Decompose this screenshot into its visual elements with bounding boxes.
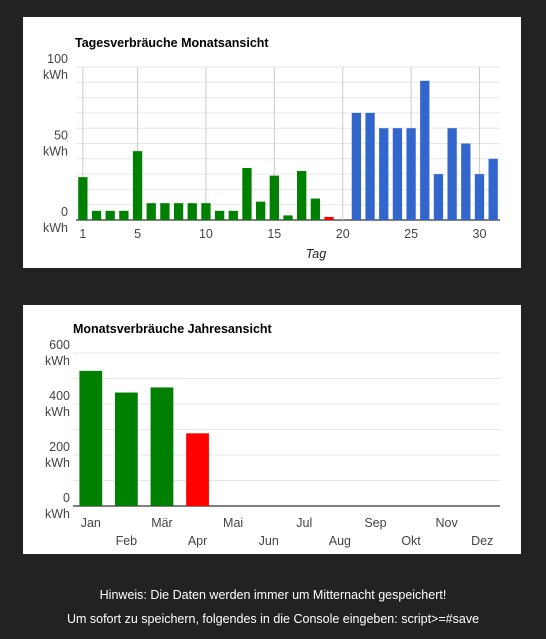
x-tick-label: 15 — [267, 227, 281, 241]
x-tick-label: 20 — [336, 227, 350, 241]
bar-day-8[interactable] — [173, 203, 184, 220]
y-tick-unit: kWh — [45, 405, 70, 419]
bar-month-mär[interactable] — [150, 387, 174, 506]
x-tick-label: Mai — [223, 516, 243, 530]
x-axis-title: Tag — [306, 247, 326, 261]
y-tick-unit: kWh — [43, 221, 68, 235]
bar-day-23[interactable] — [379, 128, 389, 220]
x-tick-label: 5 — [134, 227, 141, 241]
x-tick-label: 10 — [199, 227, 213, 241]
bar-day-29[interactable] — [461, 143, 471, 221]
x-tick-label: Okt — [401, 534, 421, 548]
bar-day-30[interactable] — [474, 174, 485, 220]
y-tick-label: 0 — [63, 491, 70, 505]
bar-day-10[interactable] — [201, 203, 211, 220]
bar-day-31[interactable] — [488, 158, 498, 220]
bar-day-4[interactable] — [119, 210, 129, 220]
x-tick-label: Sep — [364, 516, 386, 530]
bar-day-18[interactable] — [310, 198, 321, 220]
bar-month-jan[interactable] — [79, 370, 103, 506]
bar-day-6[interactable] — [146, 203, 156, 220]
daily-chart-panel: Tagesverbräuche Monatsansicht 100 kWh 50 kWh… — [23, 17, 521, 268]
monthly-chart-panel: Monatsverbräuche Jahresansicht 600 kWh 400 k… — [23, 305, 521, 554]
bar-month-apr[interactable] — [186, 433, 209, 506]
x-tick-label: Jul — [296, 516, 312, 530]
bar-day-3[interactable] — [105, 210, 115, 220]
daily-consumption-chart: Tagesverbräuche Monatsansicht100kWh50kWh… — [43, 36, 500, 261]
y-tick-unit: kWh — [43, 68, 68, 82]
y-tick-label: 400 — [49, 389, 70, 403]
y-tick-label: 50 — [54, 129, 68, 143]
x-tick-label: Jan — [81, 516, 101, 530]
y-tick-label: 200 — [49, 440, 70, 454]
x-tick-label: Jun — [259, 534, 279, 548]
bar-day-16[interactable] — [283, 215, 293, 220]
y-tick-unit: kWh — [45, 354, 70, 368]
bar-day-9[interactable] — [187, 203, 197, 220]
bar-day-14[interactable] — [255, 201, 266, 220]
y-tick-label: 600 — [49, 338, 70, 352]
x-tick-label: 1 — [79, 227, 86, 241]
bar-day-1[interactable] — [78, 177, 88, 220]
y-tick-unit: kWh — [43, 145, 68, 159]
bar-day-2[interactable] — [91, 210, 102, 220]
chart-title: Tagesverbräuche Monatsansicht — [75, 36, 269, 50]
bar-day-11[interactable] — [214, 210, 225, 220]
y-tick-unit: kWh — [45, 507, 70, 521]
bar-day-13[interactable] — [242, 167, 252, 220]
bar-month-feb[interactable] — [114, 392, 138, 506]
x-tick-label: Apr — [188, 534, 207, 548]
x-tick-label: 25 — [404, 227, 418, 241]
bar-day-19[interactable] — [324, 216, 334, 220]
bar-day-28[interactable] — [447, 128, 457, 220]
bar-day-5[interactable] — [132, 151, 143, 220]
bar-day-12[interactable] — [228, 210, 238, 220]
bar-day-7[interactable] — [160, 203, 170, 220]
bar-day-27[interactable] — [433, 174, 444, 220]
bar-day-26[interactable] — [420, 80, 430, 220]
x-tick-label: Nov — [436, 516, 459, 530]
x-tick-label: Mär — [151, 516, 173, 530]
x-tick-label: Dez — [471, 534, 493, 548]
hint-text: Hinweis: Die Daten werden immer um Mitte… — [99, 588, 447, 602]
bar-day-17[interactable] — [297, 171, 307, 220]
bar-day-25[interactable] — [406, 128, 416, 220]
bar-day-22[interactable] — [365, 112, 375, 220]
x-tick-label: 30 — [473, 227, 487, 241]
console-hint-text: Um sofort zu speichern, folgendes in die… — [66, 612, 480, 626]
y-tick-label: 100 — [47, 52, 68, 66]
x-tick-label: Feb — [116, 534, 138, 548]
x-tick-label: Aug — [329, 534, 351, 548]
chart-title: Monatsverbräuche Jahresansicht — [73, 322, 273, 336]
bar-day-24[interactable] — [392, 128, 403, 220]
bar-day-21[interactable] — [351, 112, 362, 220]
y-tick-label: 0 — [61, 205, 68, 219]
y-tick-unit: kWh — [45, 456, 70, 470]
bar-day-15[interactable] — [269, 175, 279, 220]
